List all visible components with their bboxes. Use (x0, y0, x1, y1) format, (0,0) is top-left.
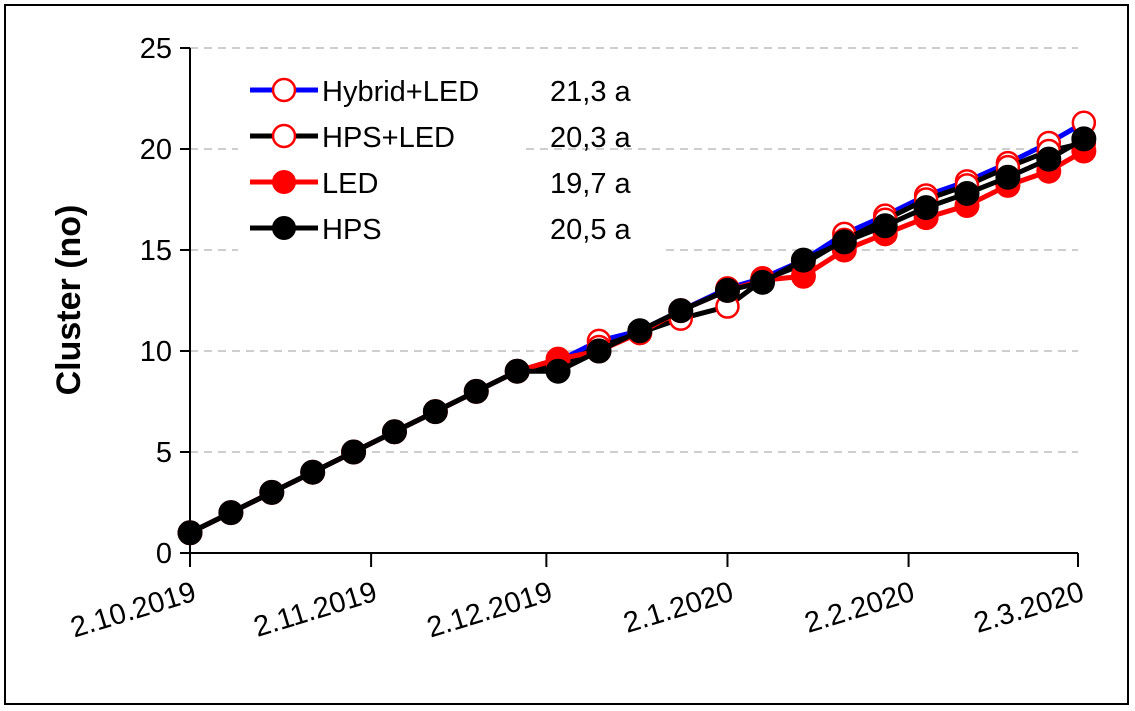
x-tick-label: 2.1.2020 (620, 576, 737, 640)
y-axis-label: Cluster (no) (50, 205, 88, 396)
data-point (668, 298, 694, 324)
legend-item: LED (250, 168, 378, 200)
data-point (381, 419, 407, 445)
data-point (750, 269, 776, 295)
data-point (341, 439, 367, 465)
annotation-label: 20,5 a (550, 214, 631, 246)
x-tick-label: 2.12.2019 (423, 576, 556, 644)
annotation-label: 20,3 a (550, 122, 631, 154)
data-point (586, 338, 612, 364)
legend-item: HPS (250, 214, 382, 246)
y-tick-label: 25 (140, 33, 172, 65)
y-tick-label: 15 (140, 235, 172, 267)
legend-marker (271, 123, 297, 149)
data-point (422, 399, 448, 425)
y-tick-label: 10 (140, 336, 172, 368)
legend-marker (272, 216, 296, 240)
data-point (504, 358, 530, 384)
data-point (627, 318, 653, 344)
legend-label: Hybrid+LED (322, 76, 479, 108)
data-point (913, 195, 939, 221)
data-point (831, 229, 857, 255)
x-tick-label: 2.10.2019 (67, 576, 200, 644)
legend-item: Hybrid+LED (250, 76, 479, 108)
legend-item: HPS+LED (250, 122, 455, 154)
legend-label: HPS (322, 214, 382, 246)
data-point (714, 277, 740, 303)
annotation-background (520, 153, 665, 263)
data-point (1071, 126, 1097, 152)
data-point (218, 500, 244, 526)
x-tick-label: 2.3.2020 (970, 576, 1087, 640)
data-point (1036, 146, 1062, 172)
data-point (995, 164, 1021, 190)
series-hps (177, 126, 1097, 546)
y-tick-label: 5 (156, 437, 172, 469)
data-point (177, 520, 203, 546)
legend-marker (271, 77, 297, 103)
legend: Hybrid+LED HPS+LED LED HPS (238, 66, 520, 261)
annotations: 21,3 a 20,3 a 19,7 a 20,5 a (520, 76, 665, 263)
data-point (300, 459, 326, 485)
y-tick-label: 0 (156, 538, 172, 570)
data-point (954, 180, 980, 206)
data-point (790, 247, 816, 273)
data-point (259, 479, 285, 505)
data-point (463, 378, 489, 404)
legend-label: LED (322, 168, 378, 200)
data-point (872, 213, 898, 239)
x-tick-label: 2.2.2020 (801, 576, 918, 640)
x-tick-label: 2.11.2019 (250, 576, 381, 644)
data-point (545, 358, 571, 384)
series-layer (177, 110, 1097, 546)
annotation-label: 21,3 a (550, 76, 631, 108)
annotation-label: 19,7 a (550, 168, 631, 200)
legend-marker (272, 170, 296, 194)
y-tick-label: 20 (140, 134, 172, 166)
legend-label: HPS+LED (322, 122, 455, 154)
